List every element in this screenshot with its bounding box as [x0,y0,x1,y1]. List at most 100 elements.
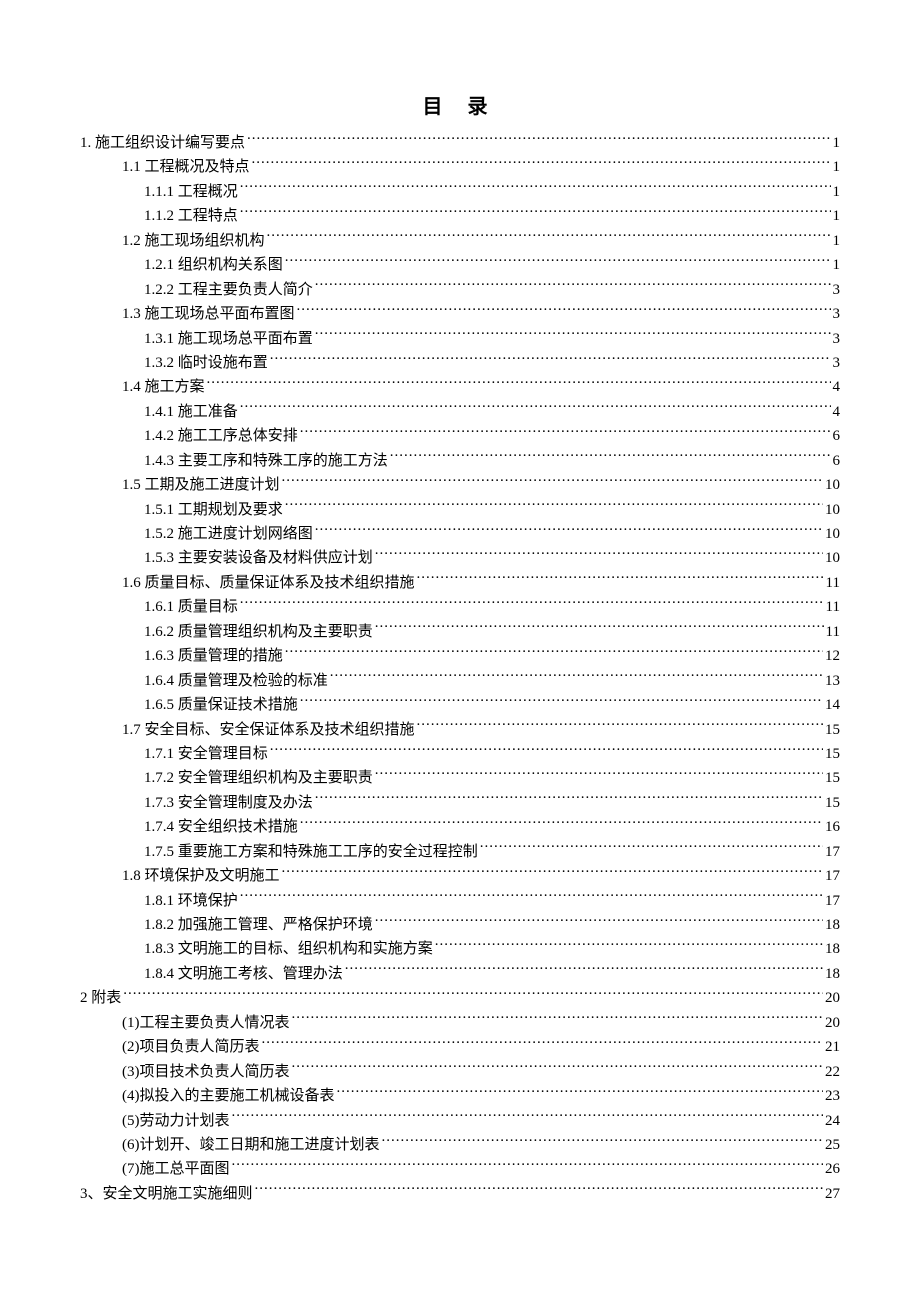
toc-entry-page: 17 [825,864,840,888]
toc-dot-leader [262,1036,824,1051]
toc-entry-label: 1.8.1 环境保护 [144,889,238,913]
toc-entry-page: 1 [833,180,841,204]
toc-entry[interactable]: 1.1 工程概况及特点1 [80,155,840,179]
toc-entry[interactable]: 1.6.2 质量管理组织机构及主要职责 11 [80,620,840,644]
toc-entry-page: 14 [825,693,840,717]
toc-entry-page: 11 [826,595,840,619]
toc-dot-leader [375,767,823,782]
toc-entry[interactable]: (7)施工总平面图26 [80,1157,840,1181]
toc-entry[interactable]: 1.3.1 施工现场总平面布置3 [80,327,840,351]
toc-entry-page: 25 [825,1133,840,1157]
toc-entry-label: 1.5.1 工期规划及要求 [144,498,283,522]
toc-entry[interactable]: 1.1.2 工程特点1 [80,204,840,228]
toc-dot-leader [282,865,823,880]
toc-entry[interactable]: 1.5 工期及施工进度计划10 [80,473,840,497]
toc-entry[interactable]: 3、安全文明施工实施细则27 [80,1182,840,1206]
toc-dot-leader [292,1012,824,1027]
toc-entry-label: 1.6.2 质量管理组织机构及主要职责 [144,620,373,644]
toc-entry[interactable]: 1.5.2 施工进度计划网络图10 [80,522,840,546]
toc-dot-leader [282,474,823,489]
toc-entry[interactable]: (2)项目负责人简历表 21 [80,1035,840,1059]
toc-entry[interactable]: 1.4 施工方案 4 [80,375,840,399]
toc-entry-label: 1.7.5 重要施工方案和特殊施工工序的安全过程控制 [144,840,478,864]
toc-entry-page: 11 [826,620,840,644]
toc-entry-page: 1 [833,131,841,155]
toc-entry-page: 23 [825,1084,840,1108]
toc-dot-leader [240,205,831,220]
toc-dot-leader [240,401,831,416]
toc-entry-page: 15 [825,718,840,742]
toc-entry-label: 1.4.1 施工准备 [144,400,238,424]
toc-entry-page: 24 [825,1109,840,1133]
toc-entry[interactable]: 1.2.1 组织机构关系图1 [80,253,840,277]
toc-entry[interactable]: (4)拟投入的主要施工机械设备表 23 [80,1084,840,1108]
toc-entry-label: 1.1.2 工程特点 [144,204,238,228]
toc-entry[interactable]: (6)计划开、竣工日期和施工进度计划表25 [80,1133,840,1157]
toc-entry-page: 18 [825,962,840,986]
toc-entry[interactable]: 1.7 安全目标、安全保证体系及技术组织措施15 [80,718,840,742]
toc-entry[interactable]: 1.8.3 文明施工的目标、组织机构和实施方案18 [80,937,840,961]
toc-entry-page: 1 [833,253,841,277]
toc-entry[interactable]: 1.8.2 加强施工管理、严格保护环境18 [80,913,840,937]
toc-entry[interactable]: 1.1.1 工程概况 1 [80,180,840,204]
toc-entry[interactable]: (5)劳动力计划表 24 [80,1109,840,1133]
toc-entry-page: 10 [825,522,840,546]
toc-entry-label: 1.1.1 工程概况 [144,180,238,204]
toc-container: 1. 施工组织设计编写要点11.1 工程概况及特点11.1.1 工程概况11.1… [80,131,840,1206]
toc-entry[interactable]: 1.5.1 工期规划及要求10 [80,498,840,522]
toc-entry[interactable]: 1.3.2 临时设施布置3 [80,351,840,375]
toc-entry-page: 10 [825,473,840,497]
toc-entry-label: (5)劳动力计划表 [122,1109,230,1133]
toc-entry-label: 1.3.2 临时设施布置 [144,351,268,375]
toc-entry[interactable]: (1)工程主要负责人情况表20 [80,1011,840,1035]
toc-entry[interactable]: 1.5.3 主要安装设备及材料供应计划10 [80,546,840,570]
toc-dot-leader [232,1110,824,1125]
toc-dot-leader [240,596,824,611]
toc-entry-page: 1 [833,229,841,253]
toc-entry[interactable]: 1.7.1 安全管理目标15 [80,742,840,766]
toc-entry[interactable]: 1.2 施工现场组织机构 1 [80,229,840,253]
toc-entry-label: 1.8 环境保护及文明施工 [122,864,280,888]
toc-entry-label: (2)项目负责人简历表 [122,1035,260,1059]
toc-dot-leader [232,1158,824,1173]
toc-entry[interactable]: 1.6.4 质量管理及检验的标准 13 [80,669,840,693]
toc-entry[interactable]: 1.7.4 安全组织技术措施16 [80,815,840,839]
toc-entry-page: 11 [826,571,840,595]
toc-entry[interactable]: 1.6.3 质量管理的措施12 [80,644,840,668]
toc-entry-label: 1.3.1 施工现场总平面布置 [144,327,313,351]
toc-entry-page: 4 [833,375,841,399]
toc-entry-label: 1.8.3 文明施工的目标、组织机构和实施方案 [144,937,433,961]
toc-entry-label: (4)拟投入的主要施工机械设备表 [122,1084,335,1108]
toc-entry[interactable]: 2 附表20 [80,986,840,1010]
toc-dot-leader [337,1085,824,1100]
toc-entry[interactable]: 1.7.3 安全管理制度及办法15 [80,791,840,815]
toc-entry[interactable]: 1.7.5 重要施工方案和特殊施工工序的安全过程控制17 [80,840,840,864]
toc-entry[interactable]: 1. 施工组织设计编写要点1 [80,131,840,155]
toc-entry[interactable]: 1.6.5 质量保证技术措施14 [80,693,840,717]
toc-entry[interactable]: 1.8.1 环境保护17 [80,889,840,913]
toc-entry[interactable]: (3)项目技术负责人简历表22 [80,1060,840,1084]
toc-dot-leader [382,1134,824,1149]
toc-dot-leader [315,523,823,538]
toc-entry[interactable]: 1.4.2 施工工序总体安排6 [80,424,840,448]
toc-entry[interactable]: 1.6.1 质量目标11 [80,595,840,619]
toc-entry-label: 1.8.2 加强施工管理、严格保护环境 [144,913,373,937]
toc-dot-leader [375,547,823,562]
toc-entry[interactable]: 1.8.4 文明施工考核、管理办法18 [80,962,840,986]
toc-entry[interactable]: 1.3 施工现场总平面布置图3 [80,302,840,326]
toc-entry[interactable]: 1.7.2 安全管理组织机构及主要职责15 [80,766,840,790]
toc-entry[interactable]: 1.6 质量目标、质量保证体系及技术组织措施11 [80,571,840,595]
toc-entry-page: 13 [825,669,840,693]
toc-entry-label: 1.4 施工方案 [122,375,205,399]
toc-dot-leader [285,499,823,514]
toc-entry[interactable]: 1.2.2 工程主要负责人简介3 [80,278,840,302]
toc-entry[interactable]: 1.4.1 施工准备 4 [80,400,840,424]
toc-dot-leader [390,450,831,465]
toc-entry-page: 21 [825,1035,840,1059]
toc-entry[interactable]: 1.4.3 主要工序和特殊工序的施工方法6 [80,449,840,473]
toc-entry-label: 1.6.4 质量管理及检验的标准 [144,669,328,693]
toc-entry-page: 4 [833,400,841,424]
toc-entry[interactable]: 1.8 环境保护及文明施工 17 [80,864,840,888]
toc-dot-leader [252,156,831,171]
toc-entry-label: 1.2 施工现场组织机构 [122,229,265,253]
